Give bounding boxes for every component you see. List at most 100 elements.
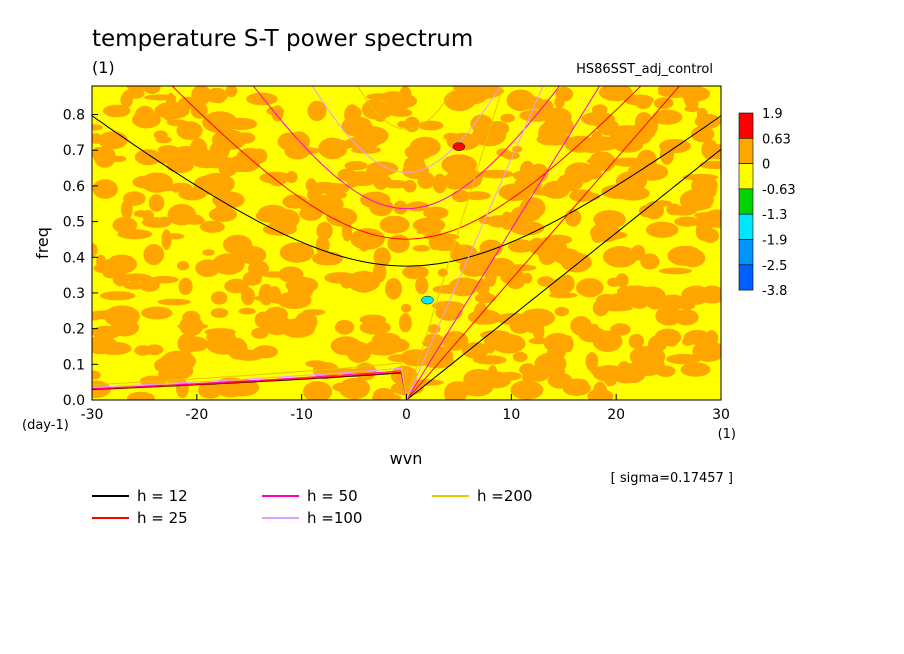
field-blob <box>307 100 327 121</box>
field-blob <box>666 203 682 216</box>
dispersion-curve-h25 <box>92 86 681 400</box>
y-tick-label: 0.7 <box>63 143 85 159</box>
spectral-peak <box>452 142 466 151</box>
field-blob <box>302 381 333 400</box>
field-blob <box>602 156 613 172</box>
field-blob <box>143 86 161 95</box>
field-blob <box>595 230 628 240</box>
field-blob <box>680 362 711 377</box>
field-blob <box>478 169 514 179</box>
field-blob <box>404 116 420 133</box>
field-blob <box>212 253 245 275</box>
field-blob <box>366 161 399 176</box>
field-blob <box>415 276 429 295</box>
field-blob <box>92 179 118 199</box>
field-blob <box>112 319 131 327</box>
field-blob <box>176 121 203 140</box>
field-blob <box>148 194 165 212</box>
field-blob <box>585 352 599 372</box>
field-blob <box>317 182 350 195</box>
field-blob <box>225 117 258 130</box>
dispersion-curve-ig-h50 <box>252 86 561 210</box>
field-blob <box>93 263 116 274</box>
dispersion-curve-ig-h100 <box>311 86 502 173</box>
field-blob <box>268 296 299 304</box>
field-blob <box>381 180 410 189</box>
field-blob <box>130 274 148 281</box>
field-blob <box>172 145 200 167</box>
y-tick-label: 0.8 <box>63 108 85 124</box>
y-tick-label: 0.4 <box>63 250 85 266</box>
field-blob <box>610 323 631 336</box>
field-blob <box>284 276 315 285</box>
field-blob <box>92 310 124 320</box>
field-blob <box>554 96 565 109</box>
field-blob <box>373 247 391 267</box>
colorbar-label: -2.5 <box>762 259 787 274</box>
field-blob <box>288 280 314 300</box>
field-blob <box>576 278 604 298</box>
field-blob <box>537 247 563 261</box>
field-blob <box>143 244 164 265</box>
chart-title: temperature S-T power spectrum <box>92 26 473 52</box>
field-blob <box>598 86 633 102</box>
field-blob <box>559 274 575 293</box>
field-blob <box>510 380 544 400</box>
field-blob <box>134 345 153 356</box>
dispersion-curves <box>92 86 721 400</box>
field-blob <box>659 144 675 165</box>
field-blob <box>618 361 631 373</box>
colorbar-swatch <box>738 138 754 164</box>
x-tick-label: 20 <box>607 407 625 423</box>
field-blob <box>645 291 666 310</box>
field-blob <box>590 366 608 376</box>
field-blob <box>603 245 638 268</box>
field-blob <box>403 155 426 177</box>
field-blob <box>690 126 715 143</box>
field-blob <box>236 246 267 264</box>
field-blob <box>708 344 720 361</box>
field-blob <box>507 239 535 253</box>
field-blob <box>92 325 122 339</box>
y-tick-label: 0.3 <box>63 286 85 302</box>
field-blob <box>402 265 429 280</box>
field-blob <box>658 267 692 275</box>
field-blob <box>324 272 357 284</box>
field-blob <box>680 189 714 211</box>
field-blob <box>177 261 190 271</box>
field-blob <box>470 114 493 133</box>
field-blob <box>141 306 173 320</box>
field-blob <box>154 356 185 375</box>
field-blob <box>504 211 533 230</box>
plot-area <box>92 86 721 400</box>
field-blob <box>149 276 179 284</box>
field-blob <box>561 335 574 353</box>
field-blob <box>578 327 607 343</box>
field-blob <box>92 370 101 380</box>
field-blob <box>682 337 694 346</box>
field-blob <box>412 217 446 233</box>
field-blob <box>442 172 467 190</box>
field-blob <box>316 221 333 240</box>
field-blob <box>254 311 273 329</box>
field-blob <box>262 223 297 236</box>
field-blob <box>218 161 238 177</box>
field-blob <box>438 301 452 311</box>
field-blob <box>305 360 327 368</box>
dispersion-curve-ig-h25 <box>171 86 642 240</box>
field-blob <box>315 235 330 256</box>
field-blob <box>607 277 620 287</box>
field-blob <box>202 111 238 134</box>
field-blob <box>560 252 592 273</box>
field-blob <box>238 307 256 315</box>
field-blob <box>520 160 535 180</box>
field-blob <box>564 162 596 184</box>
field-blob <box>195 259 221 278</box>
x-axis: -30 -20 -10 0 10 20 30 <box>81 394 730 423</box>
field-blob <box>241 287 255 306</box>
field-blob <box>282 194 308 209</box>
field-blob <box>204 328 236 337</box>
field-blob <box>252 345 278 359</box>
field-blob <box>146 183 178 192</box>
